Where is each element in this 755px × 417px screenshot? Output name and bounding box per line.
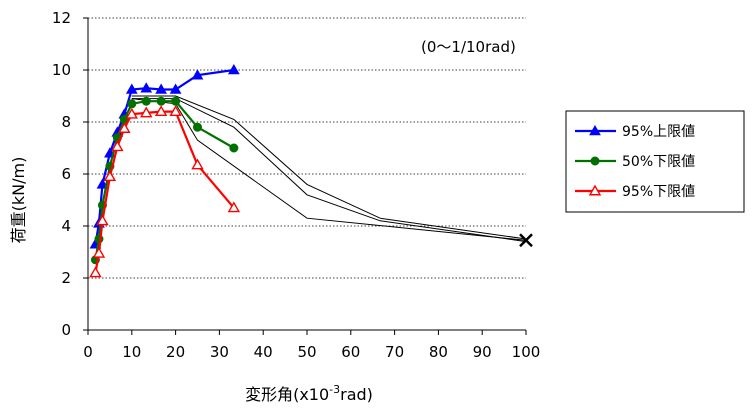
series-2 [89,105,241,278]
series-2-point-6 [125,107,139,119]
series-2-point-7 [140,106,153,118]
x-tick-label-4: 40 [254,343,273,361]
y-tick-label-0: 0 [61,321,71,339]
legend-items: 95%上限値 50%下限値 95%下限値 [575,124,695,200]
y-tick-label-6: 12 [52,9,71,27]
series-0-point-6 [125,83,138,94]
series-2-point-1 [92,246,106,258]
legend-marker-2 [588,184,602,196]
y-tick-label-4: 8 [61,113,71,131]
series-2-point-2 [96,214,109,226]
x-tick-label-0: 0 [83,343,93,361]
x-axis-label-tail: rad) [340,385,373,404]
x-axis-label-sup: -3 [329,383,340,396]
x-tick-label-9: 90 [473,343,492,361]
series-2-point-11 [227,201,241,213]
x-tick-label-3: 30 [210,343,229,361]
series-1-point-11 [229,143,239,153]
series-2-point-5 [118,122,131,133]
series-0-point-2 [96,178,109,189]
series-1-point-8 [156,96,166,106]
series-0-point-10 [191,69,204,80]
series-line-2 [94,110,235,273]
series-2-point-0 [89,266,102,278]
x-tick-label-6: 60 [341,343,360,361]
y-axis-label: 荷重(kN/m) [9,157,28,244]
x-tick-label-5: 50 [297,343,316,361]
gridlines [88,17,526,279]
series-0-point-9 [169,83,182,94]
legend-marker-0 [589,124,601,136]
legend: 95%上限値 50%下限値 95%下限値 [565,110,745,213]
x-tick-labels: 0 10 20 30 40 50 60 70 80 90 100 [83,343,540,361]
x-tick-label-2: 20 [166,343,185,361]
y-tick-label-3: 6 [61,165,71,183]
end-marker [519,233,533,248]
x-axis-label: 変形角(x10-3rad) [245,383,373,404]
x-tick-label-10: 100 [512,343,541,361]
series-1-point-7 [141,96,151,106]
x-tick-label-1: 10 [122,343,141,361]
series-0-point-8 [155,83,168,94]
reference-line-1 [131,98,527,243]
series-0-point-7 [140,82,153,93]
legend-label-2: 95%下限値 [622,184,695,200]
series-1-point-6 [127,99,137,109]
axes [83,17,527,335]
series-2-point-4 [111,140,124,152]
x-tick-label-8: 80 [429,343,448,361]
series-1-point-10 [193,122,202,132]
series-2-point-9 [169,105,182,117]
y-tick-labels: 0 2 4 6 8 10 12 [52,9,71,339]
x-axis-label-main: 変形角(x10 [245,385,329,404]
y-tick-label-1: 2 [61,269,71,287]
series-2-point-10 [191,158,204,170]
series-2-point-8 [154,105,168,117]
series-line-1 [94,100,235,260]
series-1-point-9 [171,96,181,106]
reference-line-0 [131,95,527,240]
x-tick-label-7: 70 [385,343,404,361]
series-0-point-11 [227,63,240,75]
annotation: (0〜1/10rad) [421,38,516,56]
series-1 [90,96,239,265]
legend-marker-1 [590,156,600,166]
series-2-point-3 [103,170,117,182]
legend-label-0: 95%上限値 [622,124,695,140]
legend-label-1: 50%下限値 [622,154,695,170]
end-marker-stroke-b [519,233,533,248]
y-tick-label-2: 4 [61,217,71,235]
y-tick-label-5: 10 [52,61,71,79]
series-group [89,63,241,278]
